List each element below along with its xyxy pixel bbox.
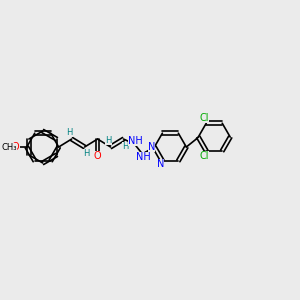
Text: NH: NH xyxy=(128,136,143,146)
Text: H: H xyxy=(83,149,90,158)
Text: H: H xyxy=(105,136,112,145)
Text: N: N xyxy=(157,159,164,169)
Text: N: N xyxy=(148,142,155,152)
Text: O: O xyxy=(94,151,101,161)
Text: Cl: Cl xyxy=(200,151,209,161)
Text: Cl: Cl xyxy=(200,113,209,123)
Text: NH: NH xyxy=(136,152,151,162)
Text: CH₃: CH₃ xyxy=(1,142,16,152)
Text: H: H xyxy=(122,142,129,151)
Text: O: O xyxy=(12,142,20,152)
Text: H: H xyxy=(67,128,73,136)
